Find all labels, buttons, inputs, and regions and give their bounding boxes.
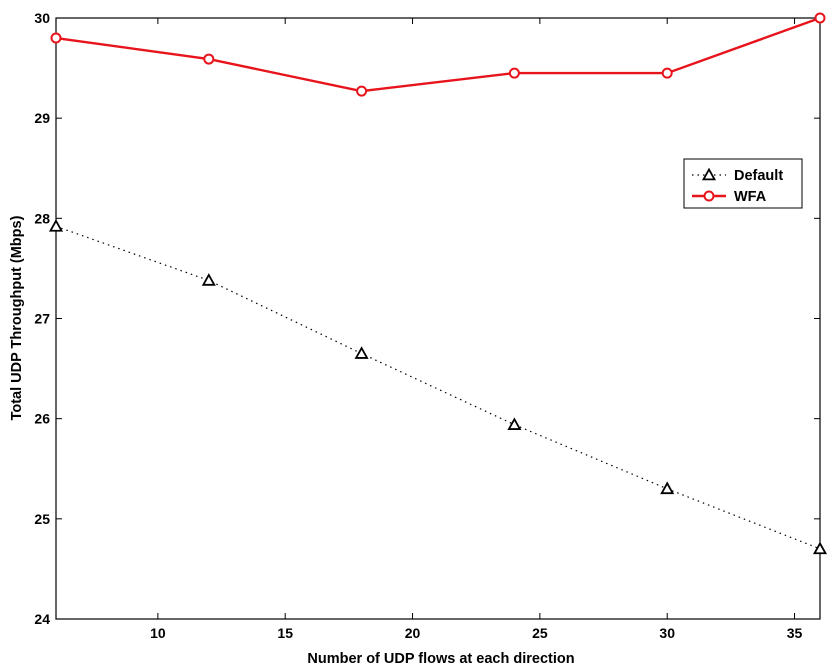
x-tick-label: 10 bbox=[150, 625, 166, 641]
legend-label-wfa: WFA bbox=[734, 189, 767, 205]
data-point-default bbox=[48, 218, 64, 232]
y-tick-label: 26 bbox=[34, 411, 50, 427]
plot-area bbox=[55, 17, 821, 620]
data-point-default bbox=[660, 481, 675, 495]
y-tick-label: 29 bbox=[34, 110, 50, 126]
series-wfa bbox=[50, 12, 826, 97]
legend-box bbox=[683, 158, 803, 209]
x-tick-label: 35 bbox=[787, 625, 803, 641]
data-point-wfa bbox=[814, 12, 826, 24]
axes-frame bbox=[55, 17, 821, 620]
tick-labels: 10 15 20 25 30 35 24 25 26 27 28 29 30 bbox=[34, 10, 802, 641]
data-point-default bbox=[812, 541, 828, 555]
series-layer bbox=[48, 12, 828, 555]
data-point-default bbox=[201, 273, 216, 286]
series-line-wfa bbox=[55, 16, 821, 93]
y-tick-label: 30 bbox=[34, 10, 50, 26]
legend-label-default: Default bbox=[734, 168, 783, 184]
data-point-wfa bbox=[508, 67, 520, 79]
series-default bbox=[48, 218, 828, 555]
data-point-wfa bbox=[50, 32, 62, 44]
x-tick-label: 30 bbox=[659, 625, 675, 641]
x-tick-label: 25 bbox=[532, 625, 548, 641]
x-axis-label: Number of UDP flows at each direction bbox=[307, 651, 574, 667]
series-line-default bbox=[55, 225, 821, 550]
legend-marker-default bbox=[701, 167, 717, 181]
y-tick-label: 27 bbox=[34, 311, 50, 327]
x-tick-label: 15 bbox=[277, 625, 293, 641]
data-point-wfa bbox=[356, 85, 368, 97]
data-point-wfa bbox=[203, 53, 215, 65]
data-point-default bbox=[354, 346, 369, 359]
y-tick-label: 24 bbox=[34, 611, 50, 627]
data-point-wfa bbox=[661, 67, 673, 79]
y-tick-label: 28 bbox=[34, 210, 50, 226]
legend: Default WFA bbox=[683, 158, 803, 209]
data-point-default bbox=[507, 417, 522, 430]
x-tick-label: 20 bbox=[405, 625, 421, 641]
y-axis-label: Total UDP Throughput (Mbps) bbox=[9, 215, 25, 420]
legend-marker-wfa bbox=[703, 190, 715, 202]
y-tick-label: 25 bbox=[34, 511, 50, 527]
